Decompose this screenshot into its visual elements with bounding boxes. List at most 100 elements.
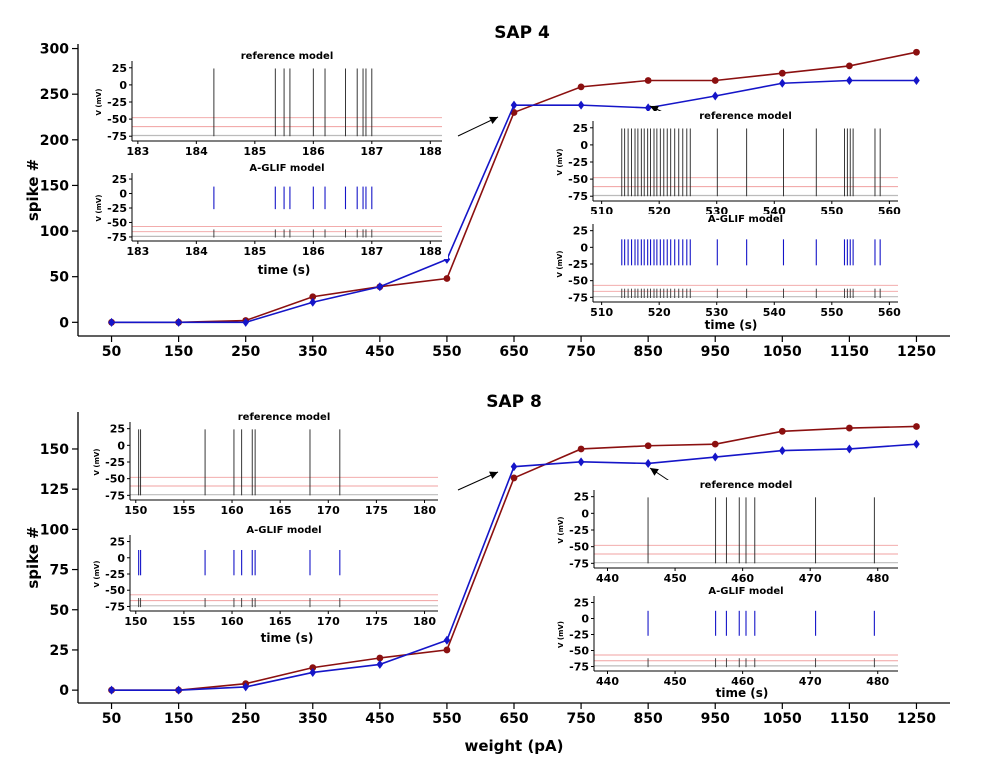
inset-y-tick-label: -75	[568, 190, 588, 203]
inset-background	[560, 480, 904, 586]
inset-x-tick-label: 550	[820, 306, 843, 319]
y-axis-label: spike #	[24, 526, 42, 588]
inset-y-tick-label: 0	[580, 139, 588, 152]
data-point-reference	[644, 442, 652, 450]
data-point-reference	[711, 440, 719, 448]
inset-x-tick-label: 460	[731, 675, 754, 688]
inset-title: reference model	[238, 412, 331, 423]
data-point-aglif	[711, 91, 719, 101]
inset-y-tick-label: -50	[107, 216, 127, 229]
y-tick-label: 150	[40, 178, 69, 194]
inset-y-tick-label: -25	[107, 96, 127, 109]
inset-y-tick-label: 25	[110, 536, 125, 549]
inset-title: A-GLIF model	[246, 525, 321, 536]
inset-y-tick-label: 25	[573, 122, 588, 135]
data-point-aglif	[779, 446, 786, 456]
inset-x-tick-label: 440	[596, 572, 619, 585]
inset-x-tick-label: 150	[124, 504, 147, 517]
inset-title: reference model	[699, 111, 792, 122]
data-point-reference	[711, 77, 719, 84]
inset-y-label: V (mV)	[557, 517, 565, 544]
inset-x-tick-label: 180	[413, 615, 436, 628]
data-point-reference	[577, 83, 585, 91]
inset-x-tick-label: 183	[126, 145, 149, 158]
inset-y-tick-label: 25	[112, 173, 127, 186]
inset-x-tick-label: 470	[799, 675, 822, 688]
data-point-aglif	[711, 452, 719, 462]
inset-background	[96, 525, 444, 629]
inset-x-tick-label: 186	[302, 145, 325, 158]
inset-x-tick-label: 165	[269, 615, 292, 628]
inset-y-label: V (mV)	[556, 149, 564, 176]
x-tick-label: 250	[231, 344, 260, 360]
data-point-reference	[376, 654, 384, 662]
x-tick-label: 850	[634, 711, 663, 727]
inset-x-tick-label: 470	[799, 572, 822, 585]
data-point-aglif	[108, 685, 115, 695]
inset-y-tick-label: 25	[574, 491, 589, 504]
y-tick-label: 300	[40, 42, 69, 58]
data-point-aglif	[242, 682, 249, 692]
inset-y-tick-label: 25	[112, 62, 127, 75]
y-tick-label: 75	[50, 563, 69, 579]
inset-x-tick-label: 186	[302, 245, 325, 258]
inset-x-tick-label: 183	[126, 245, 149, 258]
inset-y-tick-label: -25	[569, 629, 589, 642]
inset-title: reference model	[700, 480, 793, 491]
inset-y-label: V (mV)	[93, 561, 101, 588]
inset-x-label: time (s)	[705, 318, 758, 332]
data-point-aglif	[644, 103, 652, 113]
inset-title: A-GLIF model	[708, 586, 783, 597]
inset-x-tick-label: 188	[419, 245, 442, 258]
arrow-head	[650, 105, 659, 114]
data-point-aglif	[510, 100, 518, 110]
inset-x-tick-label: 480	[866, 572, 889, 585]
data-point-reference	[309, 664, 317, 672]
inset-background	[98, 51, 448, 159]
data-point-reference	[443, 646, 451, 654]
inset-x-tick-label: 170	[317, 504, 340, 517]
x-tick-label: 750	[566, 344, 595, 360]
x-tick-label: 350	[298, 711, 327, 727]
x-tick-label: 50	[102, 344, 122, 360]
inset-x-tick-label: 440	[596, 675, 619, 688]
inset-x-tick-label: 185	[243, 245, 266, 258]
data-point-reference	[845, 424, 853, 432]
y-tick-label: 150	[40, 442, 69, 458]
inset-x-tick-label: 450	[664, 675, 687, 688]
inset-x-tick-label: 450	[664, 572, 687, 585]
x-tick-label: 1250	[897, 344, 936, 360]
y-tick-label: 25	[50, 643, 69, 659]
inset-x-tick-label: 187	[360, 145, 383, 158]
data-point-aglif	[577, 100, 585, 110]
inset-y-label: V (mV)	[95, 89, 103, 116]
data-point-aglif	[644, 458, 652, 468]
y-axis-label: spike #	[24, 159, 42, 221]
data-point-aglif	[175, 685, 182, 695]
y-tick-label: 250	[40, 87, 69, 103]
x-tick-label: 1050	[763, 711, 802, 727]
inset-x-tick-label: 175	[365, 615, 388, 628]
x-tick-label: 350	[298, 344, 327, 360]
x-tick-label: 650	[499, 711, 528, 727]
y-tick-label: 50	[50, 270, 70, 286]
inset-y-tick-label: -50	[105, 584, 125, 597]
data-point-reference	[778, 427, 786, 435]
annotation-arrow	[457, 471, 499, 491]
data-point-aglif	[779, 78, 786, 88]
inset-y-tick-label: -25	[107, 202, 127, 215]
inset-y-tick-label: -25	[105, 456, 125, 469]
inset-title: A-GLIF model	[249, 163, 324, 174]
inset-y-tick-label: 0	[581, 612, 589, 625]
data-point-reference	[778, 69, 786, 77]
inset-2: A-GLIF model 25 0 -25 -50 -75 150 155 160 165 170 1…	[93, 525, 444, 645]
x-tick-label: 550	[432, 344, 461, 360]
inset-y-tick-label: -75	[105, 489, 125, 502]
inset-y-tick-label: 25	[110, 423, 125, 436]
x-tick-label: 50	[102, 711, 122, 727]
inset-y-label: V (mV)	[556, 251, 564, 278]
